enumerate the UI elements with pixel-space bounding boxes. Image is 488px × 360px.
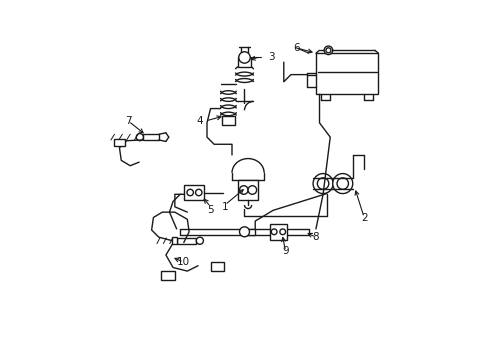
Bar bbox=[315, 53, 378, 94]
Text: 1: 1 bbox=[221, 202, 228, 212]
Circle shape bbox=[332, 174, 352, 194]
Text: 7: 7 bbox=[125, 116, 131, 126]
Circle shape bbox=[239, 186, 247, 194]
Bar bbox=[238, 180, 258, 200]
Bar bbox=[238, 58, 250, 67]
Text: 5: 5 bbox=[207, 205, 213, 215]
Circle shape bbox=[279, 229, 285, 235]
Text: 6: 6 bbox=[292, 43, 299, 53]
Circle shape bbox=[195, 189, 202, 196]
Text: 8: 8 bbox=[312, 232, 319, 242]
Bar bbox=[210, 262, 224, 271]
Text: 2: 2 bbox=[360, 212, 366, 222]
Circle shape bbox=[238, 52, 250, 63]
Bar bbox=[142, 134, 159, 140]
Bar bbox=[269, 224, 287, 240]
Bar bbox=[244, 229, 255, 235]
Circle shape bbox=[325, 48, 330, 53]
Bar bbox=[184, 185, 204, 200]
Bar bbox=[176, 238, 196, 244]
Bar bbox=[222, 116, 234, 125]
Bar bbox=[114, 139, 124, 146]
Circle shape bbox=[136, 134, 143, 141]
Text: 3: 3 bbox=[267, 52, 274, 62]
Circle shape bbox=[247, 186, 256, 194]
Text: 4: 4 bbox=[196, 116, 203, 126]
Bar bbox=[160, 271, 175, 280]
Bar bbox=[172, 237, 177, 244]
Circle shape bbox=[186, 189, 193, 196]
Circle shape bbox=[317, 178, 328, 189]
Text: 10: 10 bbox=[177, 257, 190, 267]
Circle shape bbox=[271, 229, 276, 235]
Circle shape bbox=[312, 174, 332, 194]
Circle shape bbox=[239, 227, 249, 237]
Text: 9: 9 bbox=[282, 247, 288, 256]
Circle shape bbox=[196, 237, 203, 244]
Circle shape bbox=[324, 46, 332, 55]
Circle shape bbox=[336, 178, 348, 189]
